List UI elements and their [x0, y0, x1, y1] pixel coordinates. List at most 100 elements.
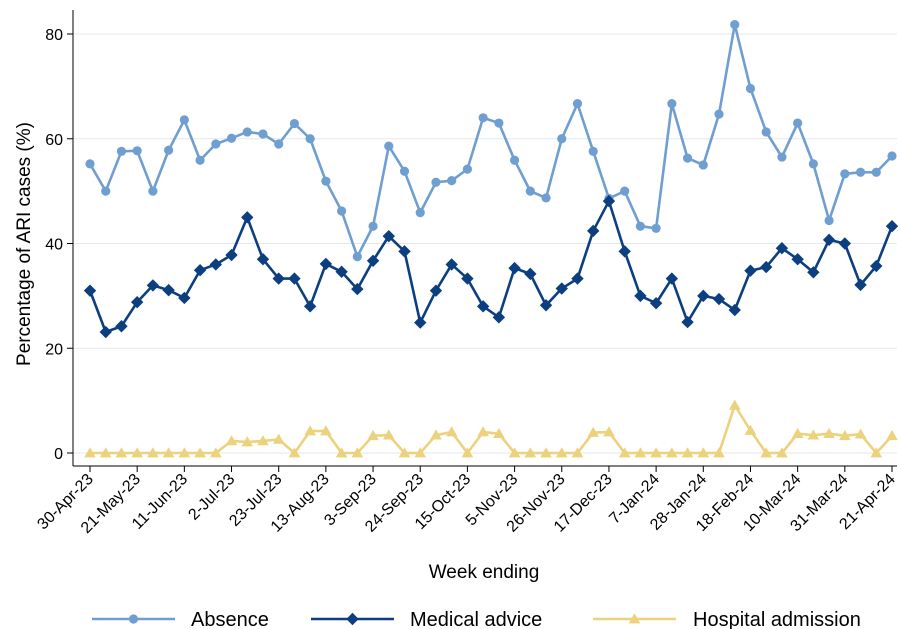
data-point: [194, 447, 206, 458]
data-point: [148, 186, 158, 196]
data-point: [99, 325, 112, 339]
data-point: [494, 118, 504, 128]
data-point: [272, 272, 285, 285]
data-point: [101, 186, 111, 196]
data-point: [478, 113, 488, 123]
data-point: [258, 129, 268, 139]
data-point: [178, 447, 191, 458]
data-point: [775, 242, 789, 255]
data-point: [368, 221, 378, 231]
data-point: [602, 194, 616, 208]
data-point: [870, 447, 883, 458]
data-point: [682, 153, 693, 163]
data-point: [697, 289, 710, 303]
data-point: [321, 176, 331, 186]
data-point: [242, 127, 252, 137]
data-point: [508, 447, 521, 458]
data-point: [116, 146, 127, 156]
data-point: [838, 237, 852, 250]
data-point: [807, 429, 820, 440]
legend-marker: [346, 612, 359, 626]
data-point: [886, 429, 898, 441]
data-point: [398, 245, 411, 258]
data-point: [634, 447, 647, 458]
data-point: [620, 186, 630, 196]
data-point: [571, 272, 584, 285]
data-point: [744, 264, 757, 277]
data-point: [791, 427, 804, 438]
data-point: [85, 159, 95, 169]
data-point: [870, 259, 883, 273]
data-point: [728, 303, 741, 317]
data-point: [698, 160, 708, 170]
data-point: [745, 83, 756, 94]
data-point: [132, 146, 142, 156]
data-point: [508, 261, 521, 275]
data-point: [430, 429, 442, 440]
data-point: [367, 429, 379, 441]
data-point: [854, 428, 867, 439]
data-point: [226, 133, 237, 143]
data-point: [399, 166, 410, 176]
data-point: [461, 272, 474, 285]
data-point: [618, 245, 631, 258]
data-point: [728, 399, 741, 410]
data-point: [178, 291, 191, 305]
data-point: [131, 447, 143, 458]
data-point: [649, 297, 663, 310]
data-point: [714, 109, 724, 119]
data-point: [382, 229, 395, 243]
data-point: [666, 447, 678, 458]
data-point: [288, 272, 301, 285]
data-point: [162, 447, 175, 458]
data-point: [555, 282, 568, 295]
data-point: [351, 447, 364, 458]
data-point: [681, 315, 694, 329]
data-point: [681, 447, 694, 458]
data-point: [761, 127, 771, 137]
data-point: [744, 424, 757, 435]
data-point: [541, 193, 551, 203]
data-point: [274, 139, 284, 149]
data-point: [305, 134, 315, 144]
data-point: [384, 141, 394, 151]
data-point: [414, 316, 427, 329]
data-point: [303, 300, 317, 313]
data-point: [195, 155, 205, 165]
data-point: [352, 251, 362, 262]
data-point: [635, 221, 645, 231]
legend-item: Absence: [92, 609, 269, 629]
data-point: [776, 447, 788, 458]
data-point: [225, 248, 238, 262]
y-tick-label: 80: [45, 27, 63, 44]
data-point: [493, 427, 505, 438]
data-point: [351, 282, 364, 296]
data-point: [540, 447, 552, 458]
data-point: [839, 429, 851, 441]
x-axis: 30-Apr-2321-May-2311-Jun-232-Jul-2323-Ju…: [34, 465, 899, 537]
data-point: [147, 447, 159, 458]
legend-item: Medical advice: [311, 609, 542, 629]
data-point: [665, 272, 679, 285]
data-point: [162, 283, 175, 297]
data-point: [712, 292, 726, 306]
data-point: [555, 447, 568, 458]
data-point: [461, 447, 474, 458]
data-point: [335, 265, 348, 278]
data-point: [272, 433, 285, 444]
y-tick-label: 40: [45, 237, 63, 254]
data-point: [587, 224, 600, 238]
data-point: [319, 257, 333, 271]
data-point: [492, 311, 506, 324]
data-point: [524, 447, 537, 458]
data-point: [476, 300, 490, 313]
data-point: [225, 435, 238, 446]
data-point: [256, 253, 270, 266]
data-point: [618, 447, 631, 458]
data-point: [241, 211, 254, 224]
y-axis: 0 20 40 60 80: [45, 10, 74, 466]
data-point: [885, 220, 899, 233]
data-point: [84, 447, 96, 458]
data-point: [588, 146, 598, 156]
